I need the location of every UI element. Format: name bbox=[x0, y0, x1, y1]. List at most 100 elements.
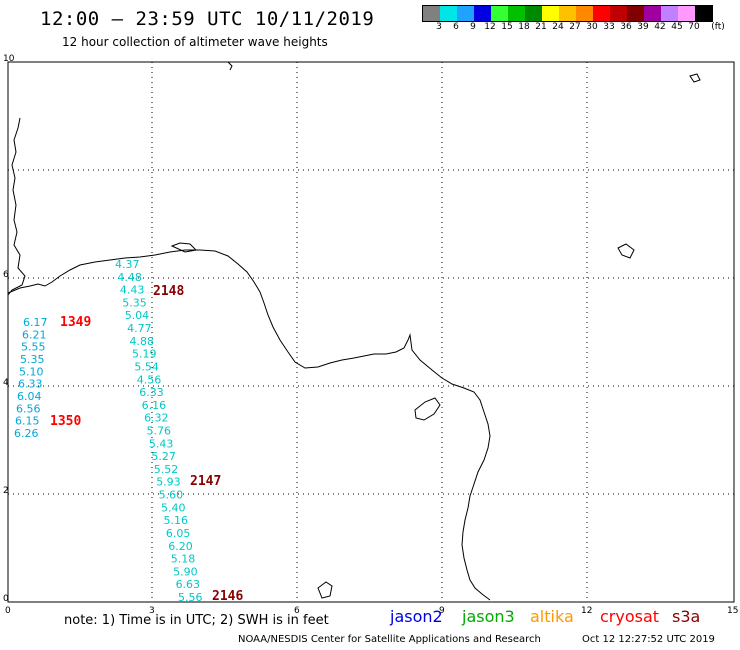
x-tick: 15 bbox=[727, 606, 738, 616]
x-tick: 0 bbox=[5, 606, 11, 616]
swh-value: 5.10 bbox=[19, 365, 44, 378]
credit-line: NOAA/NESDIS Center for Satellite Applica… bbox=[238, 634, 541, 645]
swh-value: 5.43 bbox=[149, 437, 174, 450]
legend-swatch bbox=[610, 6, 627, 21]
coastline bbox=[7, 61, 701, 601]
swh-value: 5.60 bbox=[159, 489, 184, 502]
x-tick: 3 bbox=[149, 606, 155, 616]
y-tick: 6 bbox=[3, 270, 9, 280]
legend-swatch bbox=[423, 6, 440, 21]
legend-label: 30 bbox=[586, 22, 598, 32]
swh-value: 6.05 bbox=[166, 527, 191, 540]
swh-value: 6.16 bbox=[142, 399, 167, 412]
swh-value: 6.26 bbox=[14, 427, 39, 440]
legend-label: 6 bbox=[453, 22, 459, 32]
footer-note: note: 1) Time is in UTC; 2) SWH is in fe… bbox=[64, 613, 329, 628]
sat-cryosat: cryosat bbox=[600, 607, 660, 626]
y-tick: 10 bbox=[3, 54, 15, 64]
swh-value: 4.88 bbox=[130, 335, 155, 348]
time-label: 2146 bbox=[212, 589, 243, 604]
legend-swatch bbox=[491, 6, 508, 21]
legend-swatch bbox=[457, 6, 474, 21]
swh-value: 4.48 bbox=[117, 271, 142, 284]
legend-label: 27 bbox=[569, 22, 581, 32]
legend-swatch bbox=[644, 6, 661, 21]
swh-value: 6.21 bbox=[22, 328, 47, 341]
color-legend bbox=[422, 5, 713, 22]
legend-label: 70 bbox=[688, 22, 700, 32]
legend-swatch bbox=[508, 6, 525, 21]
legend-label: 18 bbox=[518, 22, 530, 32]
swh-value: 5.04 bbox=[125, 309, 150, 322]
swh-value: 6.33 bbox=[139, 386, 164, 399]
legend-label: 42 bbox=[654, 22, 666, 32]
grid-lines bbox=[8, 62, 734, 602]
swh-value: 5.40 bbox=[161, 501, 186, 514]
legend-swatch bbox=[593, 6, 610, 21]
time-label: 2148 bbox=[153, 284, 184, 299]
page-subtitle: 12 hour collection of altimeter wave hei… bbox=[62, 35, 328, 49]
swh-value: 5.35 bbox=[122, 296, 146, 309]
legend-label: 12 bbox=[484, 22, 496, 32]
swh-value: 6.15 bbox=[15, 415, 40, 428]
legend-label: 39 bbox=[637, 22, 649, 32]
plot-frame bbox=[7, 61, 735, 603]
legend-label: 21 bbox=[535, 22, 547, 32]
swh-value: 6.33 bbox=[18, 378, 43, 391]
swh-value: 4.56 bbox=[137, 373, 162, 386]
legend-label: 36 bbox=[620, 22, 632, 32]
generated-timestamp: Oct 12 12:27:52 UTC 2019 bbox=[582, 634, 715, 645]
legend-label: 15 bbox=[501, 22, 513, 32]
swh-value: 5.16 bbox=[163, 514, 188, 527]
sat-s3a: s3a bbox=[672, 607, 701, 626]
y-tick: 4 bbox=[3, 378, 9, 388]
sat-altika: altika bbox=[530, 607, 574, 626]
swh-value: 5.27 bbox=[151, 450, 176, 463]
swh-value: 6.32 bbox=[144, 412, 169, 425]
swh-value: 6.63 bbox=[176, 578, 201, 591]
swh-value: 5.35 bbox=[20, 353, 45, 366]
swh-value: 4.77 bbox=[127, 322, 152, 335]
swh-value: 4.43 bbox=[120, 284, 145, 297]
legend-swatch bbox=[678, 6, 695, 21]
legend-label: 33 bbox=[603, 22, 615, 32]
wave-track-a: 4.374.484.435.355.044.774.885.195.544.56… bbox=[115, 258, 203, 604]
swh-value: 5.93 bbox=[156, 476, 181, 489]
wave-track-b: 6.176.215.555.355.106.336.046.566.156.26 bbox=[14, 316, 48, 440]
legend-unit: (ft) bbox=[711, 22, 725, 32]
legend-label: 45 bbox=[671, 22, 683, 32]
swh-value: 5.19 bbox=[132, 348, 157, 361]
swh-value: 5.55 bbox=[21, 341, 46, 354]
legend-swatch bbox=[525, 6, 542, 21]
swh-value: 5.52 bbox=[154, 463, 179, 476]
legend-swatch bbox=[440, 6, 457, 21]
page-title: 12:00 – 23:59 UTC 10/11/2019 bbox=[40, 8, 375, 30]
sat-jason2: jason2 bbox=[390, 607, 443, 626]
x-tick: 12 bbox=[581, 606, 592, 616]
legend-swatch bbox=[695, 6, 712, 21]
swh-value: 5.76 bbox=[147, 425, 172, 438]
sat-jason3: jason3 bbox=[462, 607, 515, 626]
time-label: 2147 bbox=[190, 474, 221, 489]
time-label: 1350 bbox=[50, 414, 81, 429]
y-tick: 2 bbox=[3, 486, 9, 496]
swh-value: 4.37 bbox=[115, 258, 140, 271]
swh-value: 5.90 bbox=[173, 565, 198, 578]
swh-value: 5.54 bbox=[134, 360, 159, 373]
swh-value: 6.56 bbox=[16, 402, 41, 415]
legend-label: 3 bbox=[436, 22, 442, 32]
swh-value: 6.04 bbox=[17, 390, 42, 403]
legend-swatch bbox=[474, 6, 491, 21]
legend-label: 9 bbox=[470, 22, 476, 32]
y-tick: 0 bbox=[3, 594, 9, 604]
time-label: 1349 bbox=[60, 315, 91, 330]
axis-labels: 0 3 6 9 12 15 0 2 4 6 10 bbox=[3, 54, 738, 616]
legend-swatch bbox=[559, 6, 576, 21]
swh-value: 6.17 bbox=[23, 316, 48, 329]
swh-value: 6.20 bbox=[168, 540, 193, 553]
swh-value: 5.56 bbox=[178, 591, 203, 604]
legend-swatch bbox=[661, 6, 678, 21]
swh-value: 5.18 bbox=[171, 553, 196, 566]
x-tick: 6 bbox=[294, 606, 300, 616]
legend-swatch bbox=[576, 6, 593, 21]
